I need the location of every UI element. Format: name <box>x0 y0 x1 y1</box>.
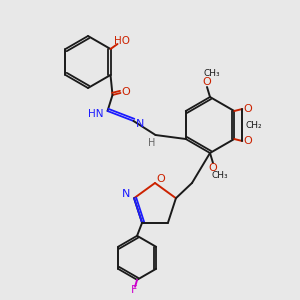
Text: F: F <box>131 285 137 295</box>
Text: CH₃: CH₃ <box>204 70 220 79</box>
Text: O: O <box>244 104 253 114</box>
Text: N: N <box>136 119 145 129</box>
Text: O: O <box>208 163 217 173</box>
Text: HN: HN <box>88 109 103 119</box>
Text: CH₃: CH₃ <box>212 172 228 181</box>
Text: H: H <box>148 138 155 148</box>
Text: O: O <box>202 77 211 87</box>
Text: O: O <box>244 136 253 146</box>
Text: O: O <box>157 174 165 184</box>
Text: CH₂: CH₂ <box>246 121 262 130</box>
Text: O: O <box>121 87 130 97</box>
Text: N: N <box>122 189 130 199</box>
Text: HO: HO <box>113 36 130 46</box>
